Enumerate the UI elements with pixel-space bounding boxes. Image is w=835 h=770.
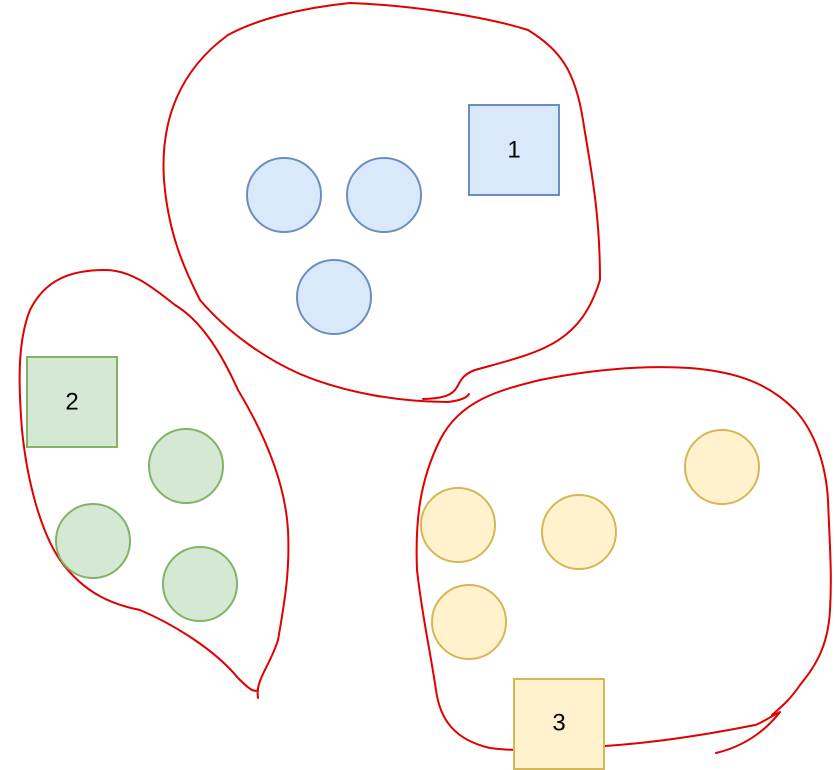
green-square-2 <box>26 356 118 448</box>
blue-circle <box>296 259 372 335</box>
freehand-annotations <box>18 2 832 754</box>
group-3-yellow: 3 <box>420 429 760 770</box>
green-circle <box>148 428 224 504</box>
blue-circle <box>246 157 322 233</box>
yellow-square-3 <box>513 678 605 770</box>
green-circle <box>55 503 131 579</box>
yellow-circle <box>431 584 507 660</box>
group-2-green: 2 <box>26 356 238 622</box>
yellow-circle <box>684 429 760 505</box>
square-label-1: 1 <box>507 136 520 163</box>
blue-square-1 <box>468 104 560 196</box>
freehand-outline-group-3 <box>415 366 832 754</box>
yellow-circle <box>420 487 496 563</box>
green-circle <box>162 546 238 622</box>
square-label-2: 2 <box>65 388 78 415</box>
group-1-blue: 1 <box>246 104 560 335</box>
freehand-outline-group-1 <box>162 2 601 403</box>
yellow-circle <box>541 494 617 570</box>
freehand-outline-group-2 <box>18 269 290 699</box>
square-label-3: 3 <box>552 709 565 736</box>
blue-circle <box>346 157 422 233</box>
